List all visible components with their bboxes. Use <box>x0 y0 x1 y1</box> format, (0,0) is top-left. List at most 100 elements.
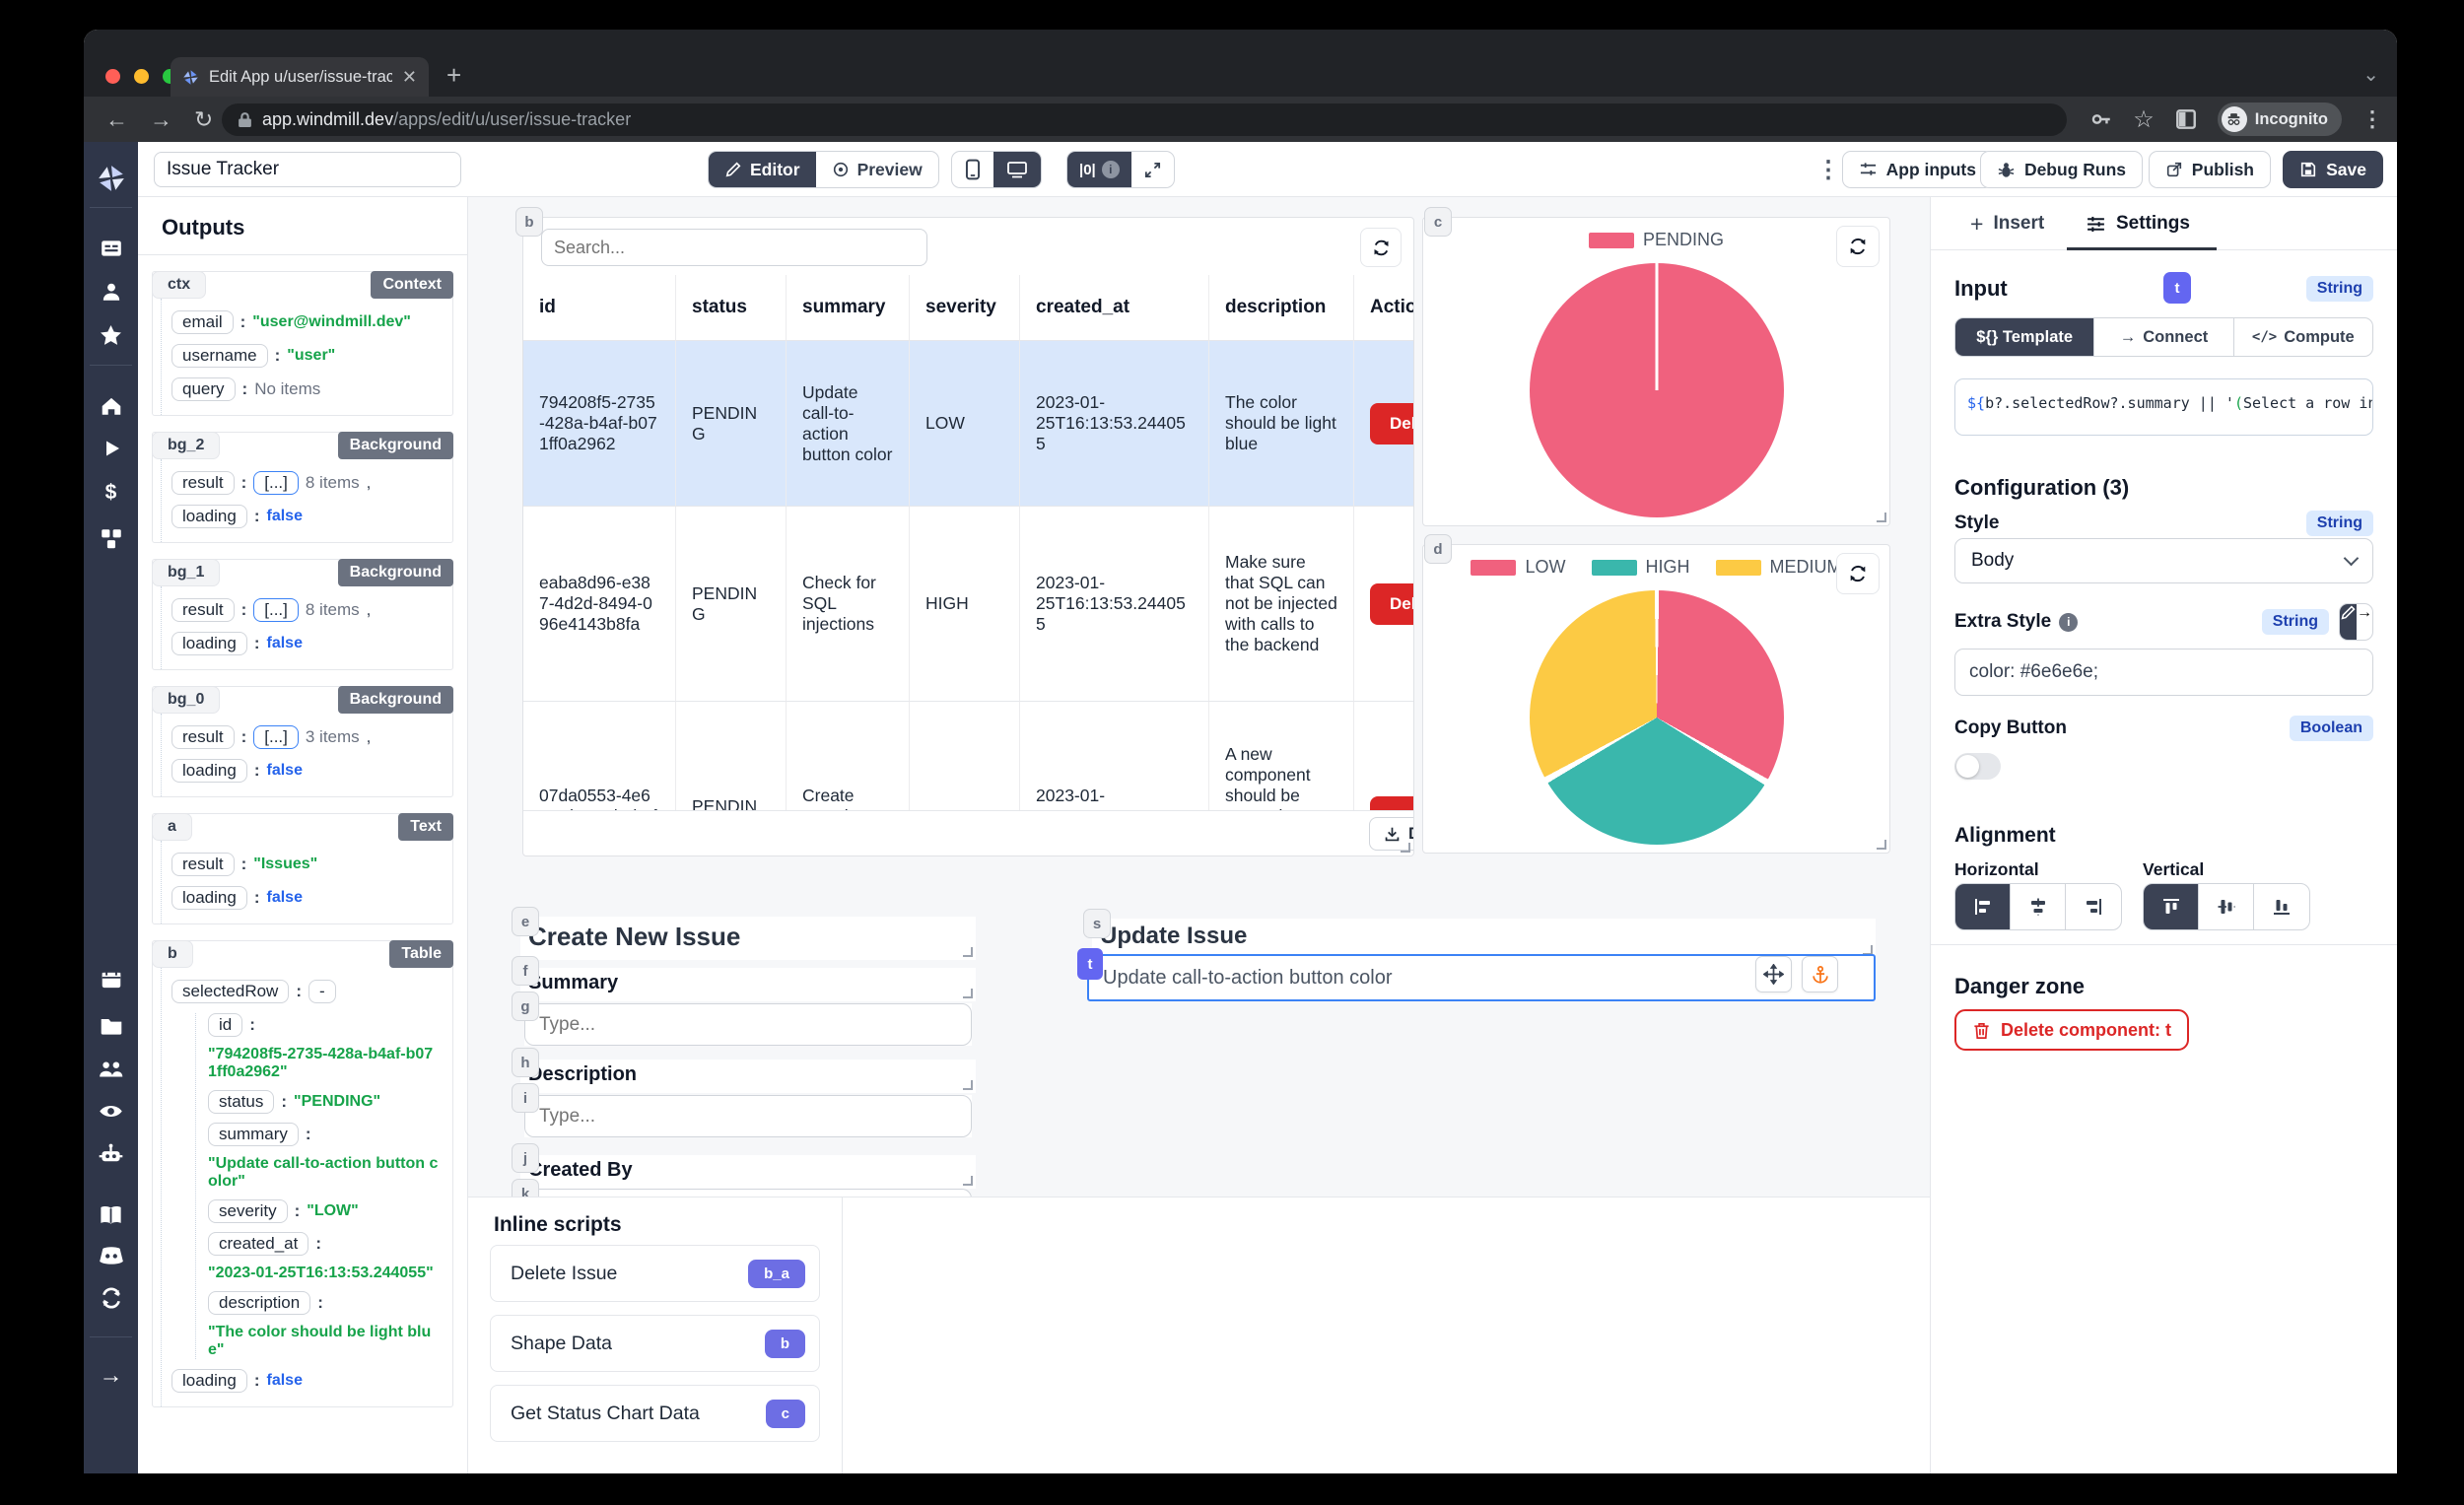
delete-row-button[interactable]: Delete <box>1370 402 1413 445</box>
delete-component-button[interactable]: Delete component: t <box>1954 1009 2190 1051</box>
table-cell[interactable]: Create search component <box>787 701 910 810</box>
align-middle-button[interactable] <box>2199 884 2254 929</box>
component-badge-j[interactable]: j <box>512 1143 539 1173</box>
output-id-chip[interactable]: bg_0 <box>152 686 221 714</box>
sidebar-audit-eye-icon[interactable] <box>84 1098 138 1125</box>
component-badge-c[interactable]: c <box>1424 207 1452 237</box>
password-key-icon[interactable] <box>2089 107 2113 131</box>
key-chip[interactable]: email <box>171 310 234 334</box>
legend-item[interactable]: PENDING <box>1588 230 1724 250</box>
table-cell[interactable]: Update call-to-action button color <box>787 340 910 506</box>
outputs-toggle-button[interactable]: |0| i <box>1067 152 1131 187</box>
sidebar-folders-icon[interactable] <box>84 1013 138 1039</box>
update-issue-input-component[interactable]: t <box>1077 948 1876 1001</box>
table-search-input[interactable] <box>541 229 927 266</box>
key-chip[interactable]: severity <box>208 1199 288 1223</box>
copy-button-toggle[interactable] <box>1954 753 2001 780</box>
mobile-view-button[interactable] <box>952 152 993 187</box>
desktop-view-button[interactable] <box>993 152 1041 187</box>
legend-item[interactable]: HIGH <box>1591 557 1690 578</box>
sidebar-runs-icon[interactable] <box>84 438 138 459</box>
output-id-chip[interactable]: ctx <box>152 271 207 299</box>
key-chip[interactable]: loading <box>171 505 247 528</box>
key-chip[interactable]: result <box>171 853 235 876</box>
table-cell[interactable]: Make sure that SQL can not be injected w… <box>1209 506 1354 701</box>
key-chip[interactable]: result <box>171 725 235 749</box>
sidebar-discord-icon[interactable] <box>84 1244 138 1269</box>
tab-insert[interactable]: + Insert <box>1970 197 2044 250</box>
app-inputs-button[interactable]: App inputs <box>1841 151 1993 188</box>
key-chip[interactable]: loading <box>171 1369 247 1393</box>
script-item[interactable]: Shape Data b <box>490 1315 820 1372</box>
table-cell[interactable]: PENDING <box>676 340 787 506</box>
component-badge-e[interactable]: e <box>512 907 539 936</box>
key-chip[interactable]: id <box>208 1013 243 1037</box>
more-options-icon[interactable]: ⋮ <box>1816 157 1840 183</box>
window-controls[interactable] <box>105 69 177 84</box>
sidebar-collapse-arrow-icon[interactable]: → <box>99 1362 123 1389</box>
key-chip[interactable]: summary <box>208 1123 299 1146</box>
anchor-component-button[interactable] <box>1802 956 1838 992</box>
static-edit-button[interactable] <box>2340 604 2357 640</box>
component-badge-s[interactable]: s <box>1083 909 1111 938</box>
back-icon[interactable]: ← <box>105 105 128 132</box>
update-issue-input[interactable] <box>1087 954 1876 1001</box>
output-id-chip[interactable]: b <box>152 940 193 968</box>
sidebar-workers-robot-icon[interactable] <box>84 1141 138 1168</box>
editor-mode-button[interactable]: Editor <box>709 152 816 187</box>
table-cell[interactable]: 2023-01-25T16:13:53.244055 <box>1020 340 1209 506</box>
selected-component-badge-t[interactable]: t <box>1077 948 1103 980</box>
table-cell[interactable]: 794208f5-2735-428a-b4af-b071ff0a2962 <box>523 340 676 506</box>
chart-refresh-button[interactable] <box>1836 226 1880 267</box>
windmill-logo-icon[interactable] <box>84 164 138 193</box>
key-chip[interactable]: username <box>171 344 268 368</box>
download-button[interactable]: Download <box>1369 817 1413 851</box>
column-header[interactable]: Action <box>1354 275 1413 340</box>
sidebar-user-icon[interactable] <box>84 280 138 304</box>
script-item[interactable]: Get Status Chart Data c <box>490 1385 820 1442</box>
component-badge-f[interactable]: f <box>512 956 539 986</box>
key-chip[interactable]: status <box>208 1090 275 1114</box>
extra-style-input[interactable] <box>1954 649 2373 696</box>
component-badge-g[interactable]: g <box>512 992 539 1021</box>
browser-tab[interactable]: Edit App u/user/issue-tracker | ✕ <box>171 57 429 97</box>
legend-item[interactable]: MEDIUM <box>1715 557 1842 578</box>
table-cell[interactable]: 2023-01-25T16:13:53.244055 <box>1020 701 1209 810</box>
delete-row-button[interactable]: Delete <box>1370 795 1413 810</box>
sidebar-groups-icon[interactable] <box>84 1057 138 1082</box>
output-id-chip[interactable]: a <box>152 813 192 841</box>
table-cell[interactable]: LOW <box>910 340 1020 506</box>
align-right-button[interactable] <box>2066 884 2121 929</box>
script-item[interactable]: Delete Issue b_a <box>490 1245 820 1302</box>
sidebar-favorites-icon[interactable] <box>84 323 138 348</box>
forward-icon[interactable]: → <box>150 105 172 132</box>
sidebar-home-icon[interactable] <box>84 394 138 418</box>
browser-menu-icon[interactable]: ⋮ <box>2361 106 2383 131</box>
align-left-button[interactable] <box>1955 884 2011 929</box>
minimize-window-button[interactable] <box>134 69 149 84</box>
output-id-chip[interactable]: bg_2 <box>152 432 221 459</box>
new-tab-button[interactable]: + <box>446 60 462 90</box>
legend-item[interactable]: LOW <box>1471 557 1566 578</box>
info-icon[interactable]: i <box>2059 612 2079 632</box>
key-chip[interactable]: loading <box>171 886 247 910</box>
summary-input[interactable] <box>524 1003 972 1046</box>
save-button[interactable]: Save <box>2283 151 2383 188</box>
expand-array-chip[interactable]: [...] <box>253 725 299 749</box>
key-chip[interactable]: result <box>171 598 235 622</box>
sidebar-variables-icon[interactable]: $ <box>104 481 117 504</box>
component-badge-b[interactable]: b <box>515 207 543 237</box>
table-cell[interactable]: eaba8d96-e387-4d2d-8494-096e4143b8fa <box>523 506 676 701</box>
sidebar-sync-icon[interactable] <box>84 1285 138 1311</box>
sidebar-resources-icon[interactable] <box>84 526 138 552</box>
compute-tab[interactable]: </> Compute <box>2234 318 2372 356</box>
preview-mode-button[interactable]: Preview <box>816 152 938 187</box>
side-panel-icon[interactable] <box>2174 107 2198 131</box>
publish-button[interactable]: Publish <box>2148 151 2271 188</box>
key-chip[interactable]: result <box>171 471 235 495</box>
table-cell[interactable]: PENDING <box>676 506 787 701</box>
close-window-button[interactable] <box>105 69 120 84</box>
table-cell[interactable]: PENDING <box>676 701 787 810</box>
description-input-component[interactable] <box>524 1095 972 1137</box>
collapse-chip[interactable]: - <box>308 980 336 1003</box>
